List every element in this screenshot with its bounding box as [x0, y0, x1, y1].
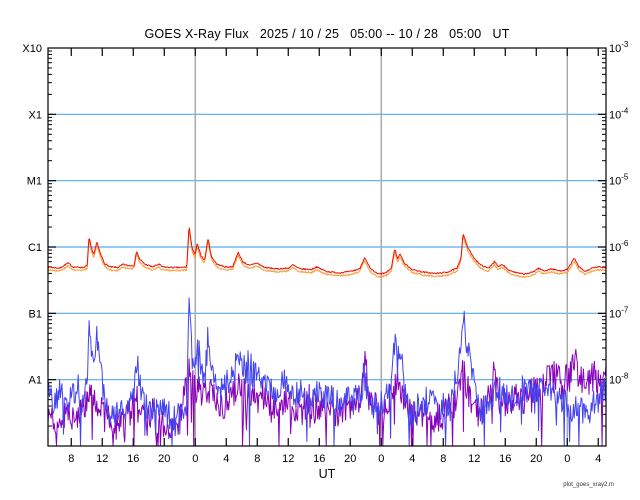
- y-axis-label-left: A1: [29, 375, 42, 387]
- x-axis-tick-label: 12: [96, 453, 108, 465]
- x-axis-tick-label: 12: [468, 453, 480, 465]
- x-axis-tick-label: 20: [530, 453, 542, 465]
- y-axis-label-right: 10-5: [609, 173, 629, 188]
- x-axis-tick-label: 20: [158, 453, 170, 465]
- x-axis-tick-label: 16: [313, 453, 325, 465]
- x-axis-title: UT: [318, 467, 336, 481]
- x-axis-tick-label: 0: [564, 453, 570, 465]
- x-axis-tick-label: 4: [223, 453, 229, 465]
- chart-title: GOES X-Ray Flux 2025 / 10 / 25 05:00 -- …: [144, 27, 510, 41]
- x-axis-tick-label: 4: [595, 453, 601, 465]
- y-axis-label-right: 10-6: [609, 239, 629, 254]
- series-long-primary: [48, 227, 606, 276]
- y-axis-label-left: M1: [27, 176, 42, 188]
- y-axis-label-left: C1: [28, 242, 42, 254]
- y-axis-label-left: X1: [29, 109, 42, 121]
- y-axis-label-left: B1: [29, 308, 42, 320]
- x-axis-tick-label: 8: [68, 453, 74, 465]
- x-axis-tick-label: 4: [409, 453, 415, 465]
- y-axis-label-right: 10-4: [609, 106, 629, 121]
- x-axis-tick-label: 16: [127, 453, 139, 465]
- x-axis-tick-label: 8: [254, 453, 260, 465]
- series-long-secondary: [48, 230, 606, 279]
- plot-frame: [47, 47, 607, 447]
- series-short-primary: [48, 297, 606, 446]
- x-axis-tick-label: 20: [344, 453, 356, 465]
- footer-script-name: plot_goes_xray2.m: [563, 482, 614, 488]
- x-axis-tick-label: 0: [378, 453, 384, 465]
- y-axis-label-right: 10-8: [609, 372, 629, 387]
- x-axis-tick-label: 12: [282, 453, 294, 465]
- y-axis-label-right: 10-3: [609, 40, 629, 55]
- x-axis-tick-label: 16: [499, 453, 511, 465]
- y-axis-label-right: 10-7: [609, 305, 629, 320]
- x-axis-tick-label: 8: [440, 453, 446, 465]
- y-axis-label-left: X10: [22, 43, 42, 55]
- x-axis-tick-label: 0: [192, 453, 198, 465]
